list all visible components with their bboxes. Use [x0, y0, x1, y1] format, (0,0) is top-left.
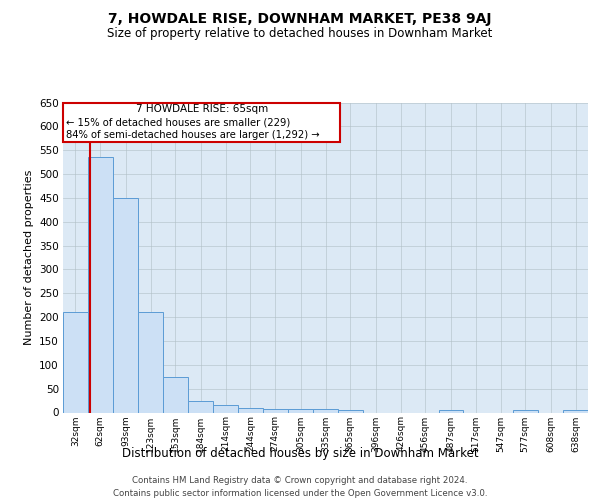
Text: Contains HM Land Registry data © Crown copyright and database right 2024.: Contains HM Land Registry data © Crown c… [132, 476, 468, 485]
Text: Distribution of detached houses by size in Downham Market: Distribution of detached houses by size … [122, 448, 478, 460]
Bar [289, 409, 313, 412]
Bar [113, 198, 138, 412]
Text: 84% of semi-detached houses are larger (1,292) →: 84% of semi-detached houses are larger (… [67, 130, 320, 140]
Bar [513, 410, 538, 412]
Bar [313, 409, 338, 412]
Bar [439, 410, 463, 412]
Text: Contains public sector information licensed under the Open Government Licence v3: Contains public sector information licen… [113, 489, 487, 498]
Bar [238, 408, 263, 412]
Text: Size of property relative to detached houses in Downham Market: Size of property relative to detached ho… [107, 28, 493, 40]
Bar [138, 312, 163, 412]
Bar [338, 410, 362, 412]
Bar [88, 158, 113, 412]
Bar [63, 312, 88, 412]
Bar [263, 409, 287, 412]
Text: 7, HOWDALE RISE, DOWNHAM MARKET, PE38 9AJ: 7, HOWDALE RISE, DOWNHAM MARKET, PE38 9A… [108, 12, 492, 26]
Bar [188, 400, 213, 412]
Text: 7 HOWDALE RISE: 65sqm: 7 HOWDALE RISE: 65sqm [136, 104, 268, 114]
Bar [563, 410, 588, 412]
Text: ← 15% of detached houses are smaller (229): ← 15% of detached houses are smaller (22… [67, 117, 290, 127]
FancyBboxPatch shape [63, 102, 340, 142]
Bar [163, 376, 188, 412]
Bar [213, 406, 238, 412]
Y-axis label: Number of detached properties: Number of detached properties [23, 170, 34, 345]
